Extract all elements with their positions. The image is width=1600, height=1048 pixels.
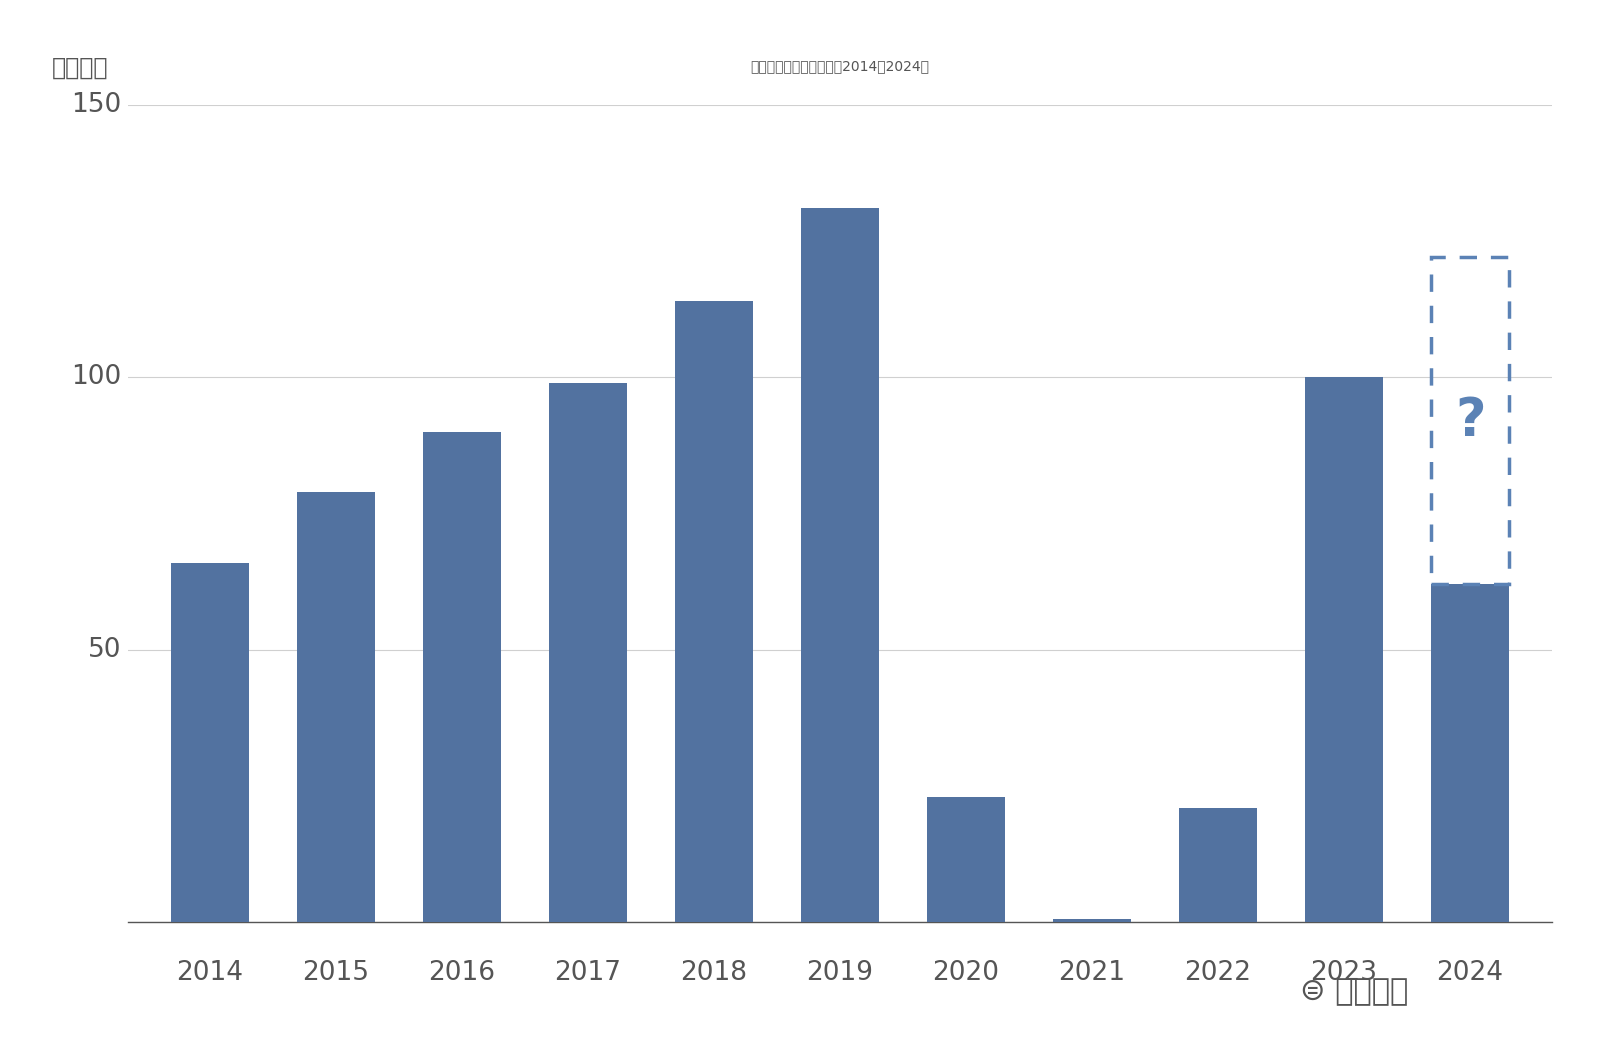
Bar [802, 209, 878, 922]
Text: ?: ? [1454, 395, 1485, 446]
Title: 訪日タイ人客数の推移（2014〜2024）: 訪日タイ人客数の推移（2014〜2024） [750, 59, 930, 73]
Text: 2015: 2015 [302, 960, 370, 986]
Text: 2023: 2023 [1310, 960, 1378, 986]
Text: ⊜ 訪日ラボ: ⊜ 訪日ラボ [1299, 977, 1408, 1006]
Bar [1053, 919, 1131, 922]
Text: 50: 50 [88, 637, 122, 662]
Text: 2017: 2017 [555, 960, 621, 986]
Bar [298, 492, 374, 922]
Text: 2018: 2018 [680, 960, 747, 986]
Text: 2022: 2022 [1184, 960, 1251, 986]
Text: 2024: 2024 [1437, 960, 1504, 986]
Bar [1430, 585, 1509, 922]
Bar [549, 383, 627, 922]
Bar [1430, 258, 1509, 585]
Bar [422, 432, 501, 922]
Bar [1306, 377, 1382, 922]
Text: （万人）: （万人） [51, 56, 109, 80]
Text: 150: 150 [72, 92, 122, 117]
Text: 100: 100 [72, 365, 122, 390]
Bar [926, 796, 1005, 922]
Text: 2019: 2019 [806, 960, 874, 986]
Bar [1179, 808, 1258, 922]
Bar [171, 563, 250, 922]
Text: 2014: 2014 [176, 960, 243, 986]
Text: 2020: 2020 [933, 960, 1000, 986]
Text: 2021: 2021 [1059, 960, 1125, 986]
Bar [675, 301, 754, 922]
Text: 2016: 2016 [429, 960, 496, 986]
